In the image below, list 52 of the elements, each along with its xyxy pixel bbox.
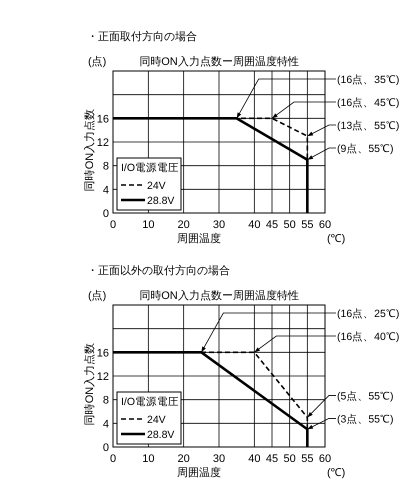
annotation: (16点、35℃) [337,73,400,86]
y-tick-label: 0 [102,208,109,220]
x-tick-label: 10 [142,219,154,231]
x-tick-label: 30 [212,453,226,465]
chart-subtitle: ・正面取付方向の場合 [87,30,197,43]
x-tick-label: 20 [178,219,190,231]
annotation: (5点、55℃) [337,389,394,402]
y-tick-label: 0 [102,442,109,454]
text: (点) [88,55,106,68]
x-tick-label: 40 [248,219,260,231]
legend-title: I/O電源電圧 [121,162,180,174]
legend-label: 28.8V [147,429,174,441]
y-tick-label: 8 [102,160,109,173]
y-axis-title: 同時ON入力点数 [83,108,96,192]
legend-label: 28.8V [147,195,174,207]
y-tick-label: 12 [96,137,109,149]
x-tick-label: 45 [266,219,278,231]
legend-label: 24V [147,180,166,192]
chart-title: 同時ON入力点数ー周囲温度特性 [139,55,299,68]
x-tick-label: 20 [178,453,190,465]
x-tick-label: 55 [301,219,314,231]
chart-title: 同時ON入力点数ー周囲温度特性 [139,289,299,302]
x-axis-title: 周囲温度 [177,466,221,479]
legend-title: I/O電源電圧 [121,396,180,408]
y-tick-label: 16 [96,347,109,360]
annotation: (16点、25℃) [337,307,400,320]
x-tick-label: 40 [248,453,260,465]
x-tick-label: 45 [266,453,278,465]
x-tick-label: 55 [301,453,314,465]
annotation: (16点、40℃) [337,330,400,343]
y-tick-label: 8 [102,394,109,407]
x-tick-label: 50 [284,453,296,465]
text: (点) [88,289,106,302]
text: (℃) [327,233,346,245]
x-axis-title: 周囲温度 [177,232,221,245]
y-tick-label: 12 [96,371,109,383]
x-tick-label: 60 [318,219,332,231]
annotation: (9点、55℃) [337,142,394,155]
y-tick-label: 16 [96,113,109,126]
y-axis-title: 同時ON入力点数 [83,342,96,426]
y-tick-label: 4 [102,418,109,430]
x-tick-label: 50 [284,219,296,231]
annotation: (3点、55℃) [337,412,394,426]
x-tick-label: 30 [212,219,226,231]
annotation: (13点、55℃) [337,119,400,132]
x-tick-label: 60 [318,453,332,465]
text: (℃) [327,467,346,479]
legend-label: 24V [147,414,166,426]
chart-subtitle: ・正面以外の取付方向の場合 [87,264,230,277]
y-tick-label: 4 [102,184,109,196]
x-tick-label: 10 [142,453,154,465]
annotation: (16点、45℃) [337,96,400,109]
